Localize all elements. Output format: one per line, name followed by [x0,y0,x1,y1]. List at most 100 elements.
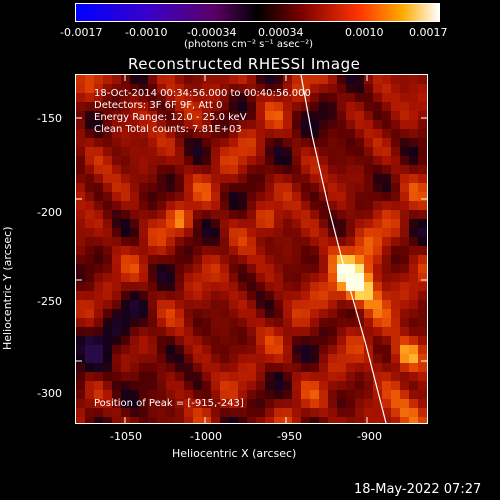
image-pixel [256,282,265,291]
image-pixel [229,192,238,201]
image-pixel [157,147,166,156]
image-pixel [319,129,328,138]
image-pixel [310,399,319,408]
image-pixel [256,309,265,318]
image-pixel [328,129,337,138]
image-pixel [346,93,355,102]
image-pixel [139,417,148,423]
image-pixel [418,174,427,183]
image-pixel [355,282,364,291]
image-pixel [310,381,319,390]
image-pixel [229,408,238,417]
image-pixel [139,237,148,246]
image-pixel [121,147,130,156]
image-pixel [265,309,274,318]
colorbar-tick-label: -0.0017 [60,26,103,39]
image-pixel [157,327,166,336]
image-pixel [247,309,256,318]
image-pixel [265,129,274,138]
image-pixel [265,363,274,372]
image-pixel [175,102,184,111]
image-pixel [148,102,157,111]
image-pixel [346,417,355,423]
image-pixel [238,129,247,138]
image-pixel [94,327,103,336]
image-pixel [85,300,94,309]
image-pixel [85,363,94,372]
image-pixel [238,174,247,183]
image-pixel [418,390,427,399]
image-pixel [256,93,265,102]
image-pixel [130,345,139,354]
image-pixel [292,381,301,390]
image-pixel [409,111,418,120]
image-pixel [256,174,265,183]
image-pixel [310,120,319,129]
image-pixel [373,138,382,147]
image-pixel [274,156,283,165]
image-pixel [238,372,247,381]
image-pixel [238,246,247,255]
image-pixel [148,192,157,201]
image-pixel [274,291,283,300]
image-pixel [139,327,148,336]
image-pixel [130,354,139,363]
image-pixel [319,318,328,327]
image-pixel [265,210,274,219]
image-pixel [238,93,247,102]
image-pixel [175,282,184,291]
image-pixel [283,264,292,273]
image-pixel [211,300,220,309]
image-pixel [400,408,409,417]
image-pixel [346,318,355,327]
image-pixel [373,84,382,93]
image-pixel [202,327,211,336]
image-pixel [328,93,337,102]
image-pixel [220,183,229,192]
colorbar-tick-label: 0.00034 [258,26,304,39]
image-pixel [355,264,364,273]
image-pixel [238,381,247,390]
image-pixel [139,363,148,372]
image-pixel [337,111,346,120]
image-pixel [112,102,121,111]
image-pixel [256,354,265,363]
image-pixel [346,372,355,381]
image-pixel [193,309,202,318]
image-pixel [328,336,337,345]
image-pixel [382,417,391,423]
image-pixel [184,327,193,336]
image-pixel [139,390,148,399]
image-pixel [202,237,211,246]
image-pixel [238,219,247,228]
image-pixel [409,390,418,399]
image-pixel [148,300,157,309]
image-pixel [112,255,121,264]
image-pixel [220,147,229,156]
image-pixel [112,300,121,309]
image-pixel [400,210,409,219]
image-pixel [409,300,418,309]
image-pixel [265,291,274,300]
image-pixel [247,201,256,210]
image-pixel [148,291,157,300]
image-pixel [247,363,256,372]
image-pixel [400,381,409,390]
image-pixel [238,147,247,156]
image-pixel [202,201,211,210]
image-pixel [301,309,310,318]
image-pixel [184,399,193,408]
image-pixel [400,156,409,165]
image-pixel [418,183,427,192]
image-pixel [166,129,175,138]
image-pixel [256,291,265,300]
image-pixel [121,381,130,390]
image-pixel [274,138,283,147]
image-pixel [157,120,166,129]
image-pixel [103,309,112,318]
image-pixel [409,372,418,381]
image-pixel [346,138,355,147]
image-pixel [202,138,211,147]
image-pixel [193,183,202,192]
image-pixel [112,138,121,147]
